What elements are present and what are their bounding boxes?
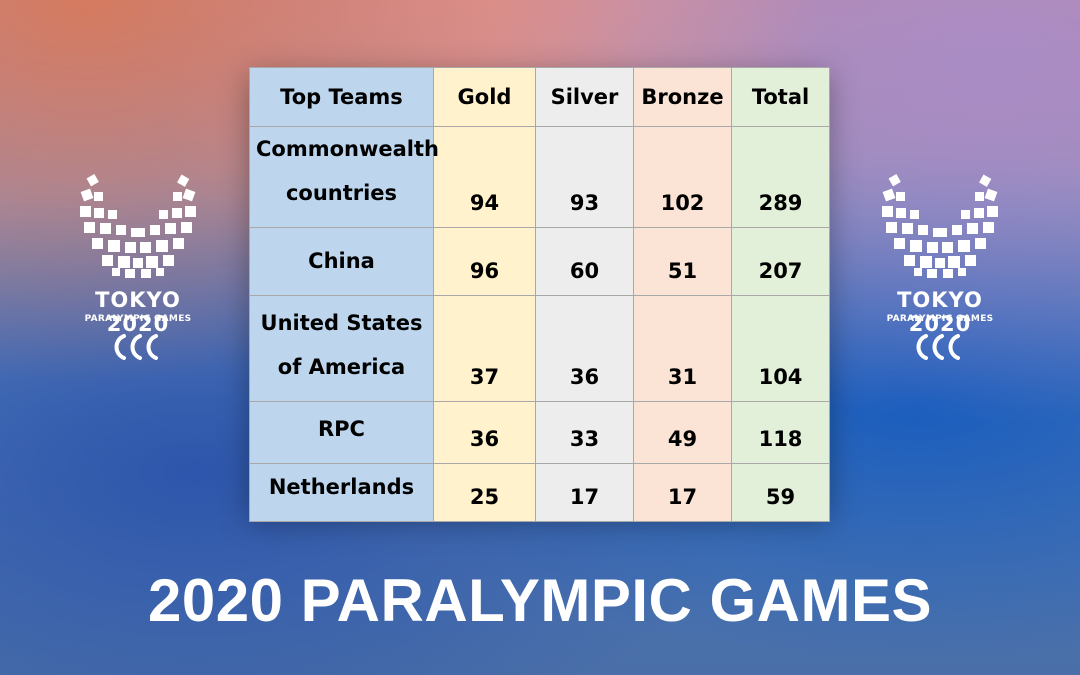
- header-silver: Silver: [535, 67, 634, 127]
- gold-cell: 36: [433, 401, 536, 464]
- header-bronze: Bronze: [633, 67, 732, 127]
- agitos-icon: [114, 334, 158, 360]
- silver-cell: 36: [535, 295, 634, 402]
- logo-subtitle-text: PARALYMPIC GAMES: [84, 314, 192, 324]
- bronze-cell: 49: [633, 401, 732, 464]
- header-top-teams: Top Teams: [249, 67, 434, 127]
- team-cell: Commonwealth countries: [249, 126, 439, 228]
- gold-cell: 25: [433, 463, 536, 522]
- logo-subtitle-text: PARALYMPIC GAMES: [886, 314, 994, 324]
- total-cell: 289: [731, 126, 830, 228]
- gold-cell: 94: [433, 126, 536, 228]
- team-cell: China: [249, 227, 434, 296]
- table-row: China 96 60 51 207: [249, 227, 830, 296]
- table-row: RPC 36 33 49 118: [249, 401, 830, 464]
- bronze-cell: 17: [633, 463, 732, 522]
- total-cell: 104: [731, 295, 830, 402]
- gold-cell: 96: [433, 227, 536, 296]
- team-cell: Netherlands: [249, 463, 434, 522]
- tokyo-2020-logo-left: TOKYO 2020 PARALYMPIC GAMES: [72, 170, 204, 370]
- logo-brand-text: TOKYO 2020: [95, 288, 181, 336]
- total-cell: 207: [731, 227, 830, 296]
- medal-table: Top Teams Gold Silver Bronze Total Commo…: [249, 67, 830, 522]
- team-cell: United States of America: [249, 295, 434, 402]
- silver-cell: 17: [535, 463, 634, 522]
- paralympic-emblem-icon: [882, 174, 998, 278]
- table-row: United States of America 37 36 31 104: [249, 295, 830, 402]
- table-row: Netherlands 25 17 17 59: [249, 463, 830, 522]
- total-cell: 118: [731, 401, 830, 464]
- logo-brand-text: TOKYO 2020: [897, 288, 983, 336]
- header-gold: Gold: [433, 67, 536, 127]
- paralympic-emblem-icon: [80, 174, 196, 278]
- header-total: Total: [731, 67, 830, 127]
- total-cell: 59: [731, 463, 830, 522]
- bronze-cell: 102: [633, 126, 732, 228]
- table-row: Commonwealth countries 94 93 102 289: [249, 126, 830, 228]
- tokyo-2020-logo-right: TOKYO 2020 PARALYMPIC GAMES: [874, 170, 1006, 370]
- medal-table-container: Top Teams Gold Silver Bronze Total Commo…: [249, 67, 830, 522]
- silver-cell: 60: [535, 227, 634, 296]
- team-cell: RPC: [249, 401, 434, 464]
- silver-cell: 33: [535, 401, 634, 464]
- bronze-cell: 51: [633, 227, 732, 296]
- gold-cell: 37: [433, 295, 536, 402]
- agitos-icon: [916, 334, 960, 360]
- page-title: 2020 PARALYMPIC GAMES: [147, 567, 933, 634]
- silver-cell: 93: [535, 126, 634, 228]
- bronze-cell: 31: [633, 295, 732, 402]
- table-header-row: Top Teams Gold Silver Bronze Total: [249, 67, 830, 127]
